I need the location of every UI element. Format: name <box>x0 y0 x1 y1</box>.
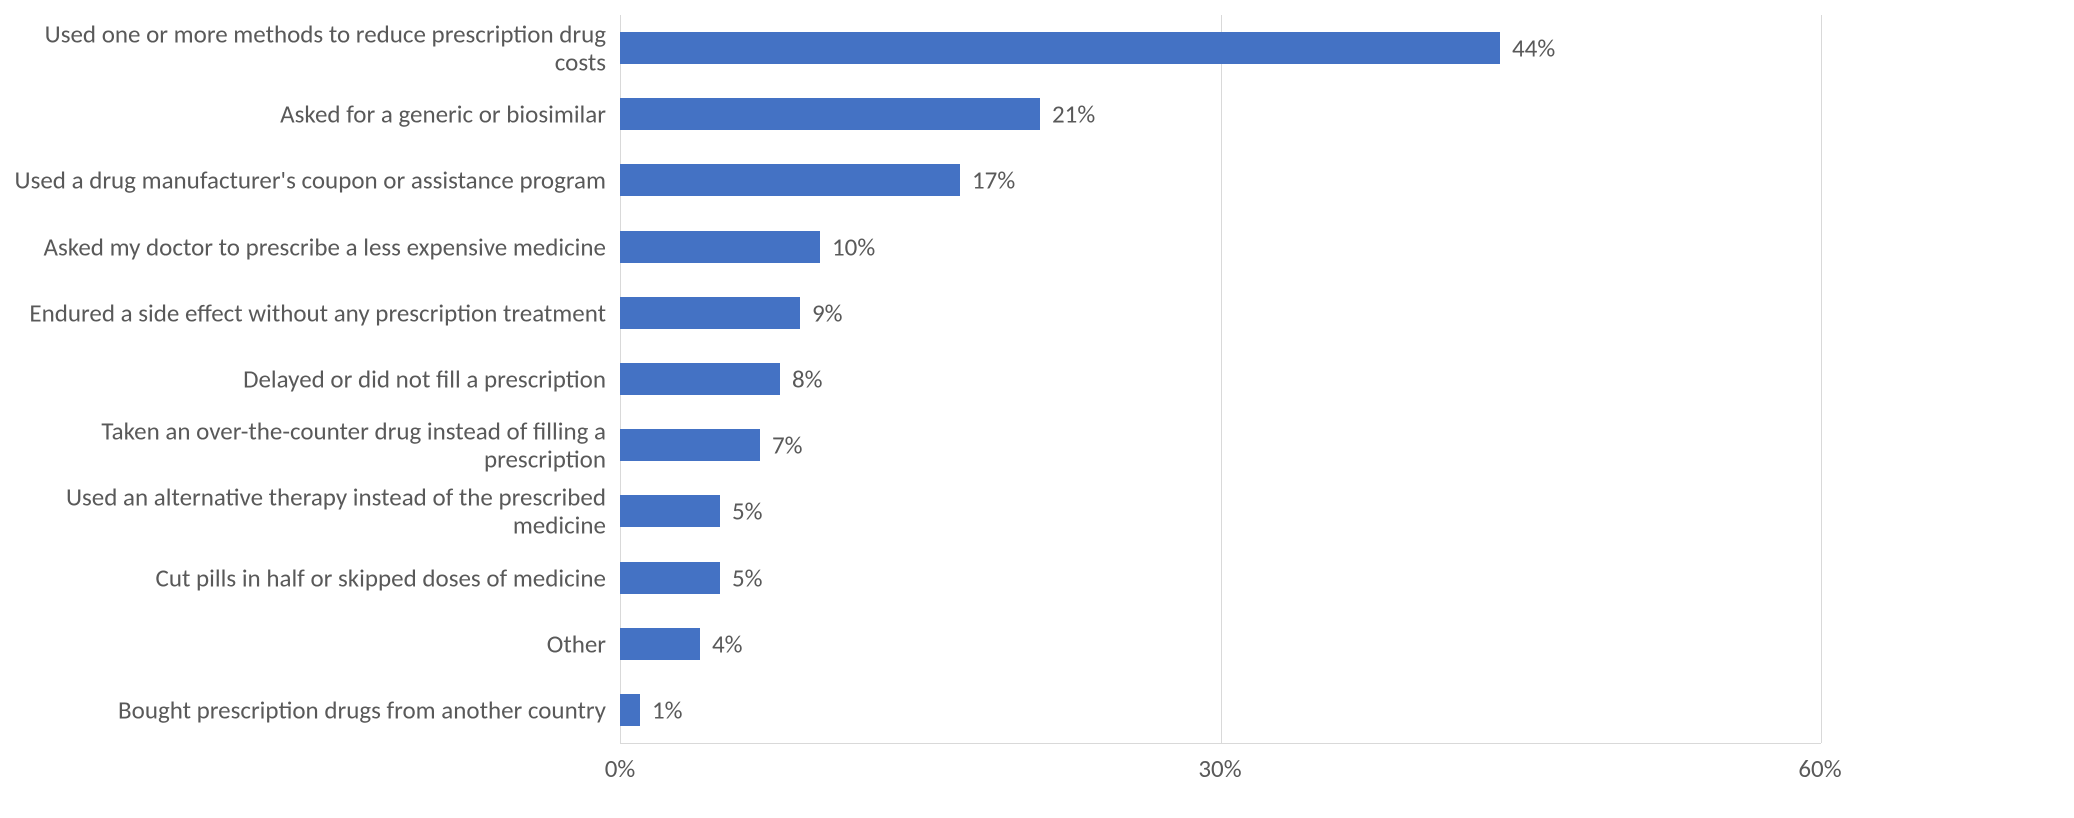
bar <box>620 562 720 594</box>
chart-row: Other 4% <box>0 611 2074 677</box>
bar <box>620 98 1040 130</box>
category-label: Bought prescription drugs from another c… <box>6 696 606 724</box>
value-label: 21% <box>1052 99 1095 130</box>
bar <box>620 231 820 263</box>
category-label: Endured a side effect without any prescr… <box>6 299 606 327</box>
bar <box>620 297 800 329</box>
category-label: Asked for a generic or biosimilar <box>6 101 606 129</box>
value-label: 5% <box>732 496 763 527</box>
category-label: Cut pills in half or skipped doses of me… <box>6 564 606 592</box>
chart-row: Cut pills in half or skipped doses of me… <box>0 544 2074 610</box>
value-label: 8% <box>792 363 823 394</box>
category-label: Other <box>6 630 606 658</box>
chart-row: Used a drug manufacturer's coupon or ass… <box>0 147 2074 213</box>
value-label: 1% <box>652 694 683 725</box>
chart-row: Delayed or did not fill a prescription 8% <box>0 346 2074 412</box>
value-label: 7% <box>772 430 803 461</box>
chart-row: Used one or more methods to reduce presc… <box>0 15 2074 81</box>
bar-chart: 0% 30% 60% Used one or more methods to redu… <box>0 0 2074 818</box>
chart-row: Used an alternative therapy instead of t… <box>0 478 2074 544</box>
x-tick-label: 60% <box>1780 753 1860 784</box>
chart-row: Asked my doctor to prescribe a less expe… <box>0 214 2074 280</box>
category-label: Used an alternative therapy instead of t… <box>6 484 606 539</box>
bar <box>620 694 640 726</box>
chart-row: Taken an over-the-counter drug instead o… <box>0 412 2074 478</box>
value-label: 4% <box>712 628 743 659</box>
bar <box>620 495 720 527</box>
category-label: Used one or more methods to reduce presc… <box>6 21 606 76</box>
chart-row: Endured a side effect without any prescr… <box>0 280 2074 346</box>
bar <box>620 32 1500 64</box>
x-tick-label: 30% <box>1180 753 1260 784</box>
value-label: 9% <box>812 297 843 328</box>
x-tick-label: 0% <box>580 753 660 784</box>
chart-row: Bought prescription drugs from another c… <box>0 677 2074 743</box>
value-label: 17% <box>972 165 1015 196</box>
bar <box>620 164 960 196</box>
value-label: 10% <box>832 231 875 262</box>
category-label: Taken an over-the-counter drug instead o… <box>6 418 606 473</box>
bar <box>620 429 760 461</box>
category-label: Delayed or did not fill a prescription <box>6 365 606 393</box>
chart-row: Asked for a generic or biosimilar 21% <box>0 81 2074 147</box>
value-label: 44% <box>1512 33 1555 64</box>
bar <box>620 363 780 395</box>
bar <box>620 628 700 660</box>
value-label: 5% <box>732 562 763 593</box>
category-label: Asked my doctor to prescribe a less expe… <box>6 233 606 261</box>
category-label: Used a drug manufacturer's coupon or ass… <box>6 167 606 195</box>
